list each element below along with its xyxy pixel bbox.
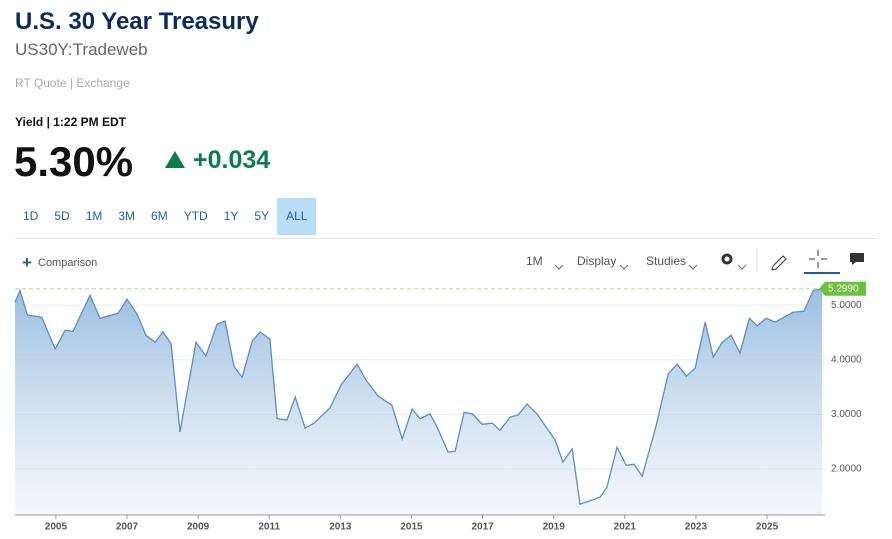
comment-icon[interactable] [850,253,864,265]
price: 5.30% [14,138,134,185]
range-buttons: 1D 5D 1M 3M 6M YTD 1Y 5Y ALL [15,198,317,235]
y-tick-label: 3.0000 [831,409,862,420]
plus-icon[interactable]: + [22,253,32,272]
x-tick-label: 2023 [685,522,708,533]
x-tick-label: 2021 [614,522,637,533]
x-tick-label: 2015 [400,522,423,533]
title: U.S. 30 Year Treasury [15,8,259,35]
range-button[interactable]: ALL [277,198,317,235]
quote-label: Yield | 1:22 PM EDT [15,115,126,129]
crosshair-icon[interactable] [809,250,827,268]
last-value-label: 5.2990 [828,283,859,294]
change: +0.034 [193,146,271,174]
x-tick-label: 2009 [187,522,210,533]
area-fill [15,288,823,515]
y-tick-label: 5.0000 [831,300,862,311]
studies-button[interactable]: Studies [646,254,687,268]
x-tick-label: 2005 [45,522,68,533]
settings-icon[interactable] [721,253,733,265]
y-tick-label: 4.0000 [831,354,862,365]
separator [15,238,877,239]
quote-type: RT Quote | Exchange [15,76,130,90]
range-button[interactable]: 1M [85,209,103,223]
up-arrow [165,151,185,168]
range-button[interactable]: 6M [151,209,168,223]
interval-button[interactable]: 1M [526,254,543,268]
range-button[interactable]: 5Y [254,209,270,223]
range-button[interactable]: 1D [23,209,39,223]
x-tick-label: 2025 [756,522,779,533]
dropdown-carets [554,264,747,270]
symbol: US30Y:Tradeweb [15,40,148,59]
yield-line [14,288,823,505]
display-button[interactable]: Display [577,254,617,268]
x-tick-label: 2019 [543,522,566,533]
x-tick-label: 2017 [471,522,494,533]
range-button[interactable]: 3M [118,209,136,223]
range-button[interactable]: YTD [183,209,208,223]
draw-icon[interactable] [771,255,787,271]
last-value-badge [819,281,866,296]
x-tick-label: 2013 [329,522,352,533]
x-tick-label: 2007 [116,522,139,533]
y-tick-label: 2.0000 [831,464,862,475]
range-button[interactable]: 5D [54,209,70,223]
comparison-button[interactable]: Comparison [38,257,98,269]
range-button[interactable]: 1Y [223,209,239,223]
x-tick-label: 2011 [258,522,280,533]
